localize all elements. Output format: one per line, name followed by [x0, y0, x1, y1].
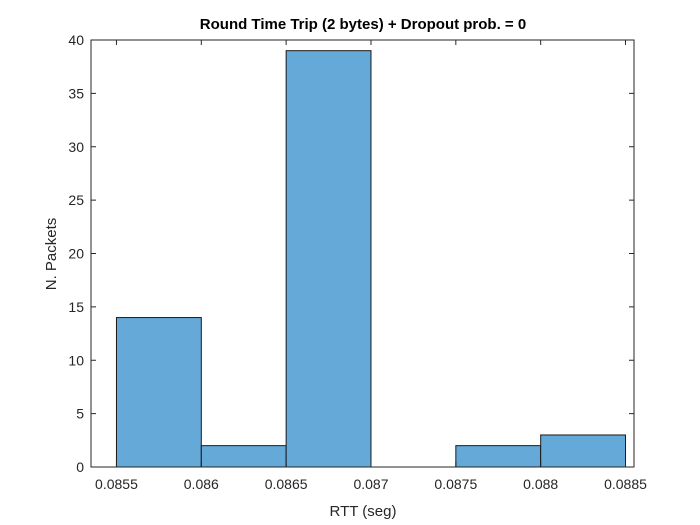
y-tick-label: 40	[68, 32, 84, 48]
y-tick-label: 30	[68, 139, 84, 155]
ticks-group: 0.0855 0.086 0.0865 0.087 0.0875 0.088 0.0885 0…	[68, 32, 647, 492]
y-tick-label: 20	[68, 246, 84, 262]
histogram-bar	[200, 445, 287, 468]
axes-box	[90, 39, 635, 468]
histogram-bar	[285, 50, 372, 468]
y-axis-label: N. Packets	[43, 218, 60, 291]
x-tick-label: 0.0865	[265, 476, 308, 492]
histogram-bar	[540, 434, 627, 468]
x-tick-label: 0.0885	[604, 476, 647, 492]
y-tick-label: 5	[76, 406, 84, 422]
histogram-bar	[115, 317, 202, 468]
x-axis-label: RTT (seg)	[330, 503, 397, 520]
x-tick-label: 0.0855	[95, 476, 138, 492]
y-tick-label: 35	[68, 85, 84, 101]
y-tick-label: 25	[68, 192, 84, 208]
y-tick-label: 10	[68, 352, 84, 368]
y-tick-label: 0	[76, 459, 84, 475]
histogram-bar	[455, 445, 542, 468]
chart-title: Round Time Trip (2 bytes) + Dropout prob…	[200, 16, 526, 33]
bars-group	[115, 50, 627, 468]
y-tick-label: 15	[68, 299, 84, 315]
x-tick-label: 0.087	[353, 476, 388, 492]
x-tick-label: 0.086	[184, 476, 219, 492]
x-tick-label: 0.088	[523, 476, 558, 492]
x-tick-label: 0.0875	[434, 476, 477, 492]
